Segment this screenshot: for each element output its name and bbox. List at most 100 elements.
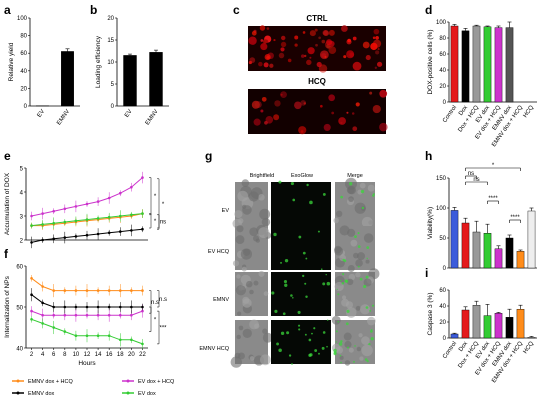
- fluorescent-spot: [372, 36, 376, 40]
- sig-label: ns: [468, 171, 474, 177]
- fluorescent-spot: [264, 54, 271, 61]
- cell-texture: [236, 225, 244, 233]
- fluorescent-spot: [362, 41, 370, 49]
- bar-ev-dox-hcq: [494, 248, 503, 269]
- sig-label: ns: [473, 177, 479, 183]
- fluorescent-spot: [331, 111, 335, 115]
- data-point: [141, 227, 144, 231]
- exoglow-signal: [298, 235, 302, 239]
- data-point: [41, 313, 44, 317]
- exoglow-signal: [292, 296, 294, 299]
- cell-texture: [355, 259, 363, 267]
- data-point: [107, 289, 111, 292]
- data-point: [63, 330, 67, 333]
- exoglow-signal: [357, 232, 360, 235]
- cell-texture: [232, 260, 240, 267]
- cell-texture: [249, 289, 254, 295]
- data-point: [74, 205, 78, 208]
- fluorescent-spot: [328, 29, 335, 36]
- cell-texture: [366, 316, 376, 326]
- exoglow-signal: [345, 322, 349, 326]
- cell-texture: [236, 334, 241, 340]
- y-tick-label: 0: [24, 104, 28, 110]
- cell-texture: [359, 182, 366, 189]
- data-point: [107, 231, 111, 235]
- y-tick-label: 80: [20, 34, 27, 40]
- fluorescent-spot: [373, 28, 380, 35]
- data-point: [74, 334, 78, 338]
- exoglow-signal: [302, 274, 305, 278]
- data-point: [52, 221, 56, 225]
- exoglow-signal: [361, 206, 365, 210]
- sig-bracket: [149, 290, 152, 314]
- x-tick-label: EV: [37, 109, 47, 119]
- exoglow-signal: [286, 331, 290, 335]
- y-tick-label: 40: [439, 68, 446, 74]
- exoglow-signal: [363, 284, 367, 289]
- cell-texture: [249, 356, 255, 361]
- data-point: [74, 235, 78, 238]
- fluorescent-spot: [372, 104, 381, 114]
- panel-label-a: a: [4, 3, 11, 17]
- data-point: [130, 313, 133, 317]
- bar-emnv-dox-hcq: [516, 250, 525, 269]
- fluorescent-spot: [273, 114, 280, 121]
- bar-emnv-dox: [505, 27, 514, 103]
- exoglow-signal: [359, 277, 363, 281]
- y-tick-label: 5: [111, 82, 115, 88]
- exoglow-signal: [366, 360, 369, 363]
- panel-label-c: c: [233, 3, 240, 17]
- fluorescent-spot: [269, 63, 274, 68]
- fluorescent-spot: [274, 100, 281, 107]
- fluorescent-spot: [326, 39, 333, 46]
- panel-label-e: e: [4, 149, 11, 163]
- y-axis-label: Relative yield: [8, 42, 15, 81]
- bar-emnv-dox-hcq: [516, 309, 525, 339]
- data-point: [30, 224, 33, 227]
- data-point: [141, 212, 144, 215]
- cell-texture: [258, 194, 265, 201]
- data-point: [107, 215, 111, 219]
- y-tick-label: 40: [439, 304, 446, 310]
- data-point: [52, 326, 56, 329]
- fluorescent-spot: [261, 96, 267, 102]
- cell-texture: [344, 340, 352, 349]
- exoglow-signal: [280, 331, 285, 335]
- exoglow-signal: [348, 182, 353, 186]
- cell-texture: [346, 278, 354, 286]
- exoglow-signal: [317, 230, 320, 233]
- cell-texture: [236, 311, 242, 316]
- fluorescent-spot: [294, 43, 298, 47]
- exoglow-signal: [282, 312, 286, 316]
- fluorescent-spot: [352, 36, 357, 41]
- panel-label-i: i: [425, 266, 428, 280]
- x-tick-label: 14: [95, 352, 102, 358]
- exoglow-signal: [322, 331, 326, 334]
- hcq-image: [248, 89, 386, 134]
- data-point: [52, 209, 56, 213]
- exoglow-signal: [321, 346, 325, 350]
- fluorescent-spot: [260, 43, 268, 51]
- exoglow-signal: [322, 282, 326, 286]
- y-tick-label: 3: [20, 215, 24, 221]
- exoglow-signal: [333, 351, 337, 354]
- sig-label: ****: [510, 215, 520, 221]
- bar-dox-hcq: [472, 25, 481, 103]
- cell-texture: [263, 291, 269, 296]
- exoglow-signal: [369, 309, 372, 312]
- fluorescent-spot: [375, 35, 379, 40]
- cell-texture: [253, 280, 259, 286]
- cell-texture: [355, 272, 361, 278]
- cell-texture: [262, 332, 273, 343]
- data-point: [74, 305, 78, 309]
- exoglow-signal: [371, 304, 375, 307]
- y-tick-label: 50: [439, 236, 446, 242]
- y-tick-label: 0: [443, 266, 447, 272]
- fluorescent-spot: [352, 126, 358, 132]
- bar-dox: [461, 30, 470, 103]
- exoglow-signal: [340, 361, 342, 364]
- exoglow-signal: [365, 275, 369, 279]
- panel-c: CTRL HCQ: [248, 14, 388, 135]
- fluorescent-spot: [280, 91, 287, 99]
- cell-texture: [230, 356, 242, 368]
